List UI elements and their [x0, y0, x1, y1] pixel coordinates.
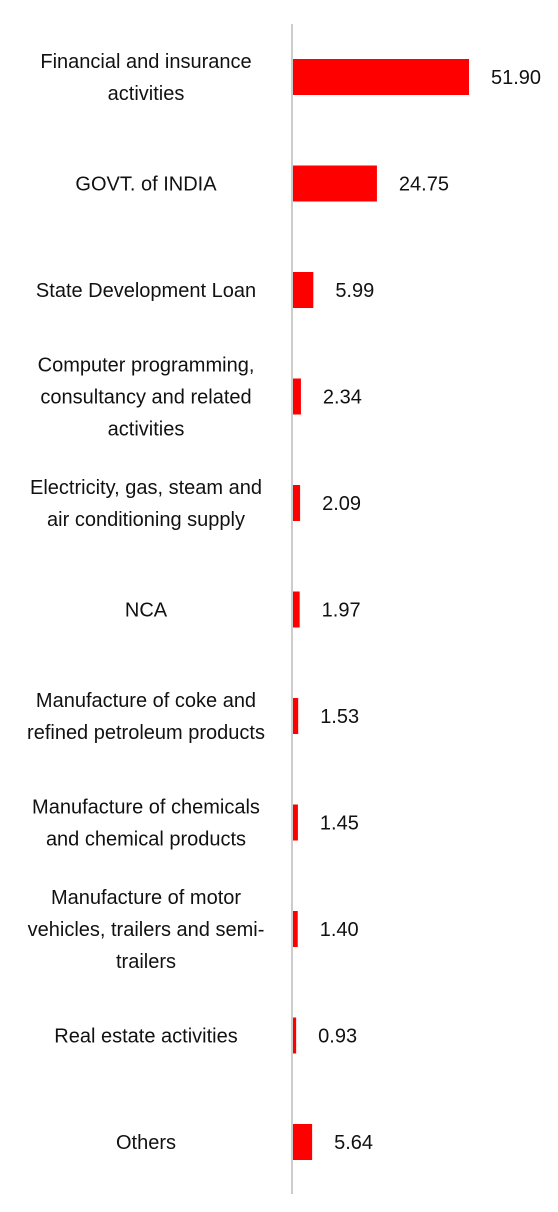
category-label-line: refined petroleum products [27, 722, 265, 744]
value-label-4: 2.34 [323, 387, 362, 409]
value-label-1: 51.90 [491, 67, 541, 89]
category-label-10: Real estate activities [54, 1026, 237, 1048]
category-label-line: activities [108, 83, 185, 105]
category-label-line: air conditioning supply [47, 509, 245, 531]
category-label-line: Manufacture of chemicals [32, 797, 260, 819]
category-label-2: GOVT. of INDIA [75, 174, 217, 196]
value-label-7: 1.53 [320, 706, 359, 728]
bar-4 [293, 378, 301, 415]
category-label-5: Electricity, gas, steam and air condition… [30, 477, 262, 531]
category-label-line: trailers [116, 951, 176, 973]
category-label-line: Electricity, gas, steam and [30, 477, 262, 499]
category-label-line: Financial and insurance [40, 51, 251, 73]
bar-5 [293, 485, 301, 521]
category-label-line: Others [116, 1132, 176, 1154]
value-label-11: 5.64 [334, 1132, 373, 1154]
bar-11 [293, 1124, 313, 1160]
value-label-9: 1.40 [320, 919, 359, 941]
category-label-9: Manufacture of motor vehicles, trailers a… [28, 887, 265, 973]
bar-7 [293, 698, 299, 734]
category-label-line: and chemical products [46, 829, 246, 851]
category-label-line: consultancy and related [40, 387, 251, 409]
category-label-4: Computer programming, consultancy and rel… [38, 355, 255, 441]
category-label-line: State Development Loan [36, 280, 256, 302]
category-label-8: Manufacture of chemicals and chemical pro… [32, 797, 260, 851]
value-labels-group: 51.90 24.75 5.99 2.34 2.09 1.97 1.53 1.45 1.40 0.… [318, 67, 541, 1154]
category-label-line: Computer programming, [38, 355, 255, 377]
category-label-line: vehicles, trailers and semi- [28, 919, 265, 941]
bar-3 [293, 272, 314, 308]
bar-1 [293, 59, 469, 95]
bar-8 [293, 804, 298, 841]
category-label-3: State Development Loan [36, 280, 256, 302]
category-label-line: Manufacture of coke and [36, 690, 256, 712]
category-label-11: Others [116, 1132, 176, 1154]
value-label-3: 5.99 [335, 280, 374, 302]
bar-2 [293, 165, 377, 202]
value-label-6: 1.97 [322, 600, 361, 622]
bar-10 [293, 1017, 297, 1054]
category-labels-group: Financial and insurance activities GOVT. o… [27, 51, 265, 1154]
category-label-line: GOVT. of INDIA [75, 174, 217, 196]
category-label-1: Financial and insurance activities [40, 51, 251, 105]
value-label-8: 1.45 [320, 813, 359, 835]
category-label-line: NCA [125, 600, 168, 622]
category-label-line: Manufacture of motor [51, 887, 241, 909]
category-label-line: activities [108, 419, 185, 441]
value-label-2: 24.75 [399, 174, 449, 196]
bar-6 [293, 591, 300, 628]
category-label-7: Manufacture of coke and refined petroleum… [27, 690, 265, 744]
category-label-line: Real estate activities [54, 1026, 237, 1048]
bar-9 [293, 911, 298, 947]
category-label-6: NCA [125, 600, 168, 622]
value-label-5: 2.09 [322, 493, 361, 515]
bars-group [293, 59, 469, 1160]
value-label-10: 0.93 [318, 1026, 357, 1048]
